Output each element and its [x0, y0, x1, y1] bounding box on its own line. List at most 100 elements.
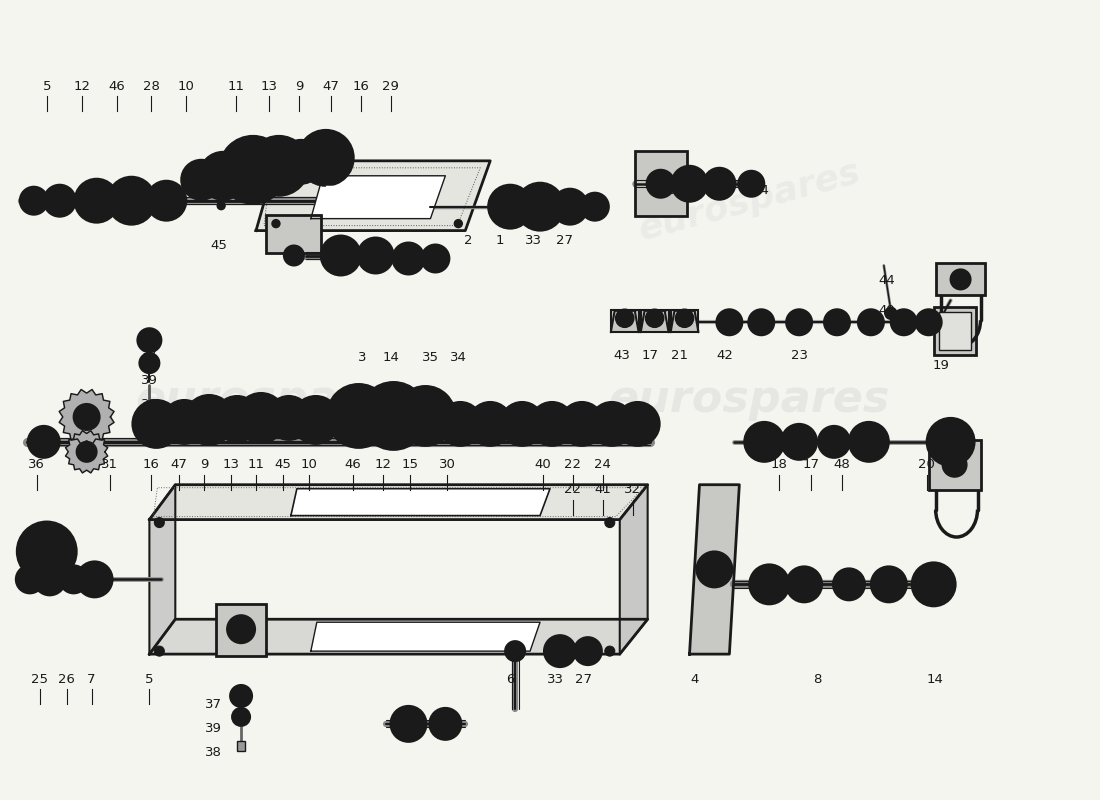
Ellipse shape	[393, 242, 425, 274]
Ellipse shape	[279, 140, 322, 184]
Text: 36: 36	[29, 458, 45, 471]
Bar	[238, 741, 245, 750]
Ellipse shape	[849, 422, 889, 462]
Ellipse shape	[704, 168, 736, 200]
Text: 45: 45	[275, 458, 292, 471]
Ellipse shape	[140, 353, 159, 373]
Ellipse shape	[925, 575, 943, 594]
Ellipse shape	[108, 177, 155, 225]
Bar	[217, 604, 266, 656]
Ellipse shape	[434, 713, 456, 735]
Ellipse shape	[478, 412, 502, 435]
Text: 33: 33	[548, 673, 564, 686]
Ellipse shape	[417, 407, 434, 425]
Text: 46: 46	[108, 79, 125, 93]
Text: 12: 12	[374, 458, 392, 471]
Text: 24: 24	[594, 458, 612, 471]
Text: 1: 1	[496, 234, 505, 247]
Circle shape	[647, 170, 674, 198]
Ellipse shape	[828, 436, 840, 448]
Ellipse shape	[583, 646, 593, 656]
Ellipse shape	[861, 434, 877, 450]
Ellipse shape	[833, 569, 865, 600]
Ellipse shape	[601, 412, 624, 435]
Text: eurospares: eurospares	[608, 378, 890, 422]
Ellipse shape	[745, 422, 784, 462]
Text: 7: 7	[87, 673, 96, 686]
Text: 5: 5	[43, 79, 51, 93]
Ellipse shape	[246, 404, 275, 432]
Ellipse shape	[195, 406, 223, 434]
Ellipse shape	[672, 166, 707, 202]
Ellipse shape	[358, 238, 394, 274]
Ellipse shape	[926, 418, 975, 466]
Text: 3: 3	[359, 350, 367, 364]
Ellipse shape	[891, 310, 916, 335]
Ellipse shape	[318, 150, 334, 166]
Ellipse shape	[605, 418, 618, 430]
Text: 5: 5	[145, 673, 154, 686]
Ellipse shape	[28, 194, 40, 206]
Ellipse shape	[243, 159, 264, 180]
Ellipse shape	[88, 192, 106, 210]
Ellipse shape	[383, 406, 404, 426]
Ellipse shape	[427, 250, 444, 267]
Ellipse shape	[321, 235, 361, 275]
Ellipse shape	[124, 194, 139, 208]
Text: 39: 39	[141, 374, 157, 386]
Text: 11: 11	[228, 79, 244, 93]
Ellipse shape	[214, 396, 260, 442]
Ellipse shape	[749, 565, 789, 604]
Ellipse shape	[185, 395, 234, 445]
Ellipse shape	[552, 189, 587, 225]
Circle shape	[605, 518, 615, 527]
Ellipse shape	[349, 406, 368, 426]
Text: 35: 35	[410, 722, 427, 735]
Ellipse shape	[757, 318, 767, 327]
Polygon shape	[619, 485, 648, 654]
Text: 3: 3	[725, 184, 734, 198]
Ellipse shape	[80, 410, 94, 423]
Ellipse shape	[824, 310, 850, 335]
Text: 21: 21	[671, 349, 688, 362]
Ellipse shape	[714, 178, 725, 190]
Ellipse shape	[574, 637, 602, 665]
Ellipse shape	[366, 246, 385, 265]
Ellipse shape	[899, 318, 909, 327]
Ellipse shape	[59, 566, 88, 594]
Text: 47: 47	[322, 79, 339, 93]
Ellipse shape	[37, 436, 50, 448]
Ellipse shape	[747, 180, 756, 188]
Text: 13: 13	[222, 458, 240, 471]
Ellipse shape	[832, 318, 842, 327]
Text: eurospares: eurospares	[135, 378, 417, 422]
Ellipse shape	[158, 193, 174, 209]
Text: 35: 35	[422, 350, 439, 364]
Ellipse shape	[310, 142, 341, 174]
Ellipse shape	[336, 250, 346, 261]
Ellipse shape	[150, 417, 163, 431]
Ellipse shape	[298, 130, 354, 186]
Ellipse shape	[20, 186, 47, 214]
Ellipse shape	[781, 424, 817, 460]
Ellipse shape	[173, 410, 196, 434]
Ellipse shape	[68, 574, 78, 584]
Ellipse shape	[44, 574, 56, 586]
Ellipse shape	[238, 714, 244, 720]
Ellipse shape	[421, 245, 450, 273]
Text: 47: 47	[170, 458, 188, 471]
Text: 2: 2	[464, 234, 473, 247]
Ellipse shape	[682, 177, 696, 190]
Circle shape	[884, 307, 896, 319]
Circle shape	[154, 518, 164, 527]
Ellipse shape	[454, 418, 466, 430]
Ellipse shape	[292, 396, 340, 444]
Ellipse shape	[360, 382, 428, 450]
Text: 31: 31	[101, 458, 118, 471]
Ellipse shape	[858, 310, 883, 335]
Circle shape	[943, 453, 967, 477]
Ellipse shape	[219, 136, 287, 204]
Bar	[928, 440, 980, 490]
Bar	[934, 307, 976, 355]
Ellipse shape	[374, 397, 412, 435]
